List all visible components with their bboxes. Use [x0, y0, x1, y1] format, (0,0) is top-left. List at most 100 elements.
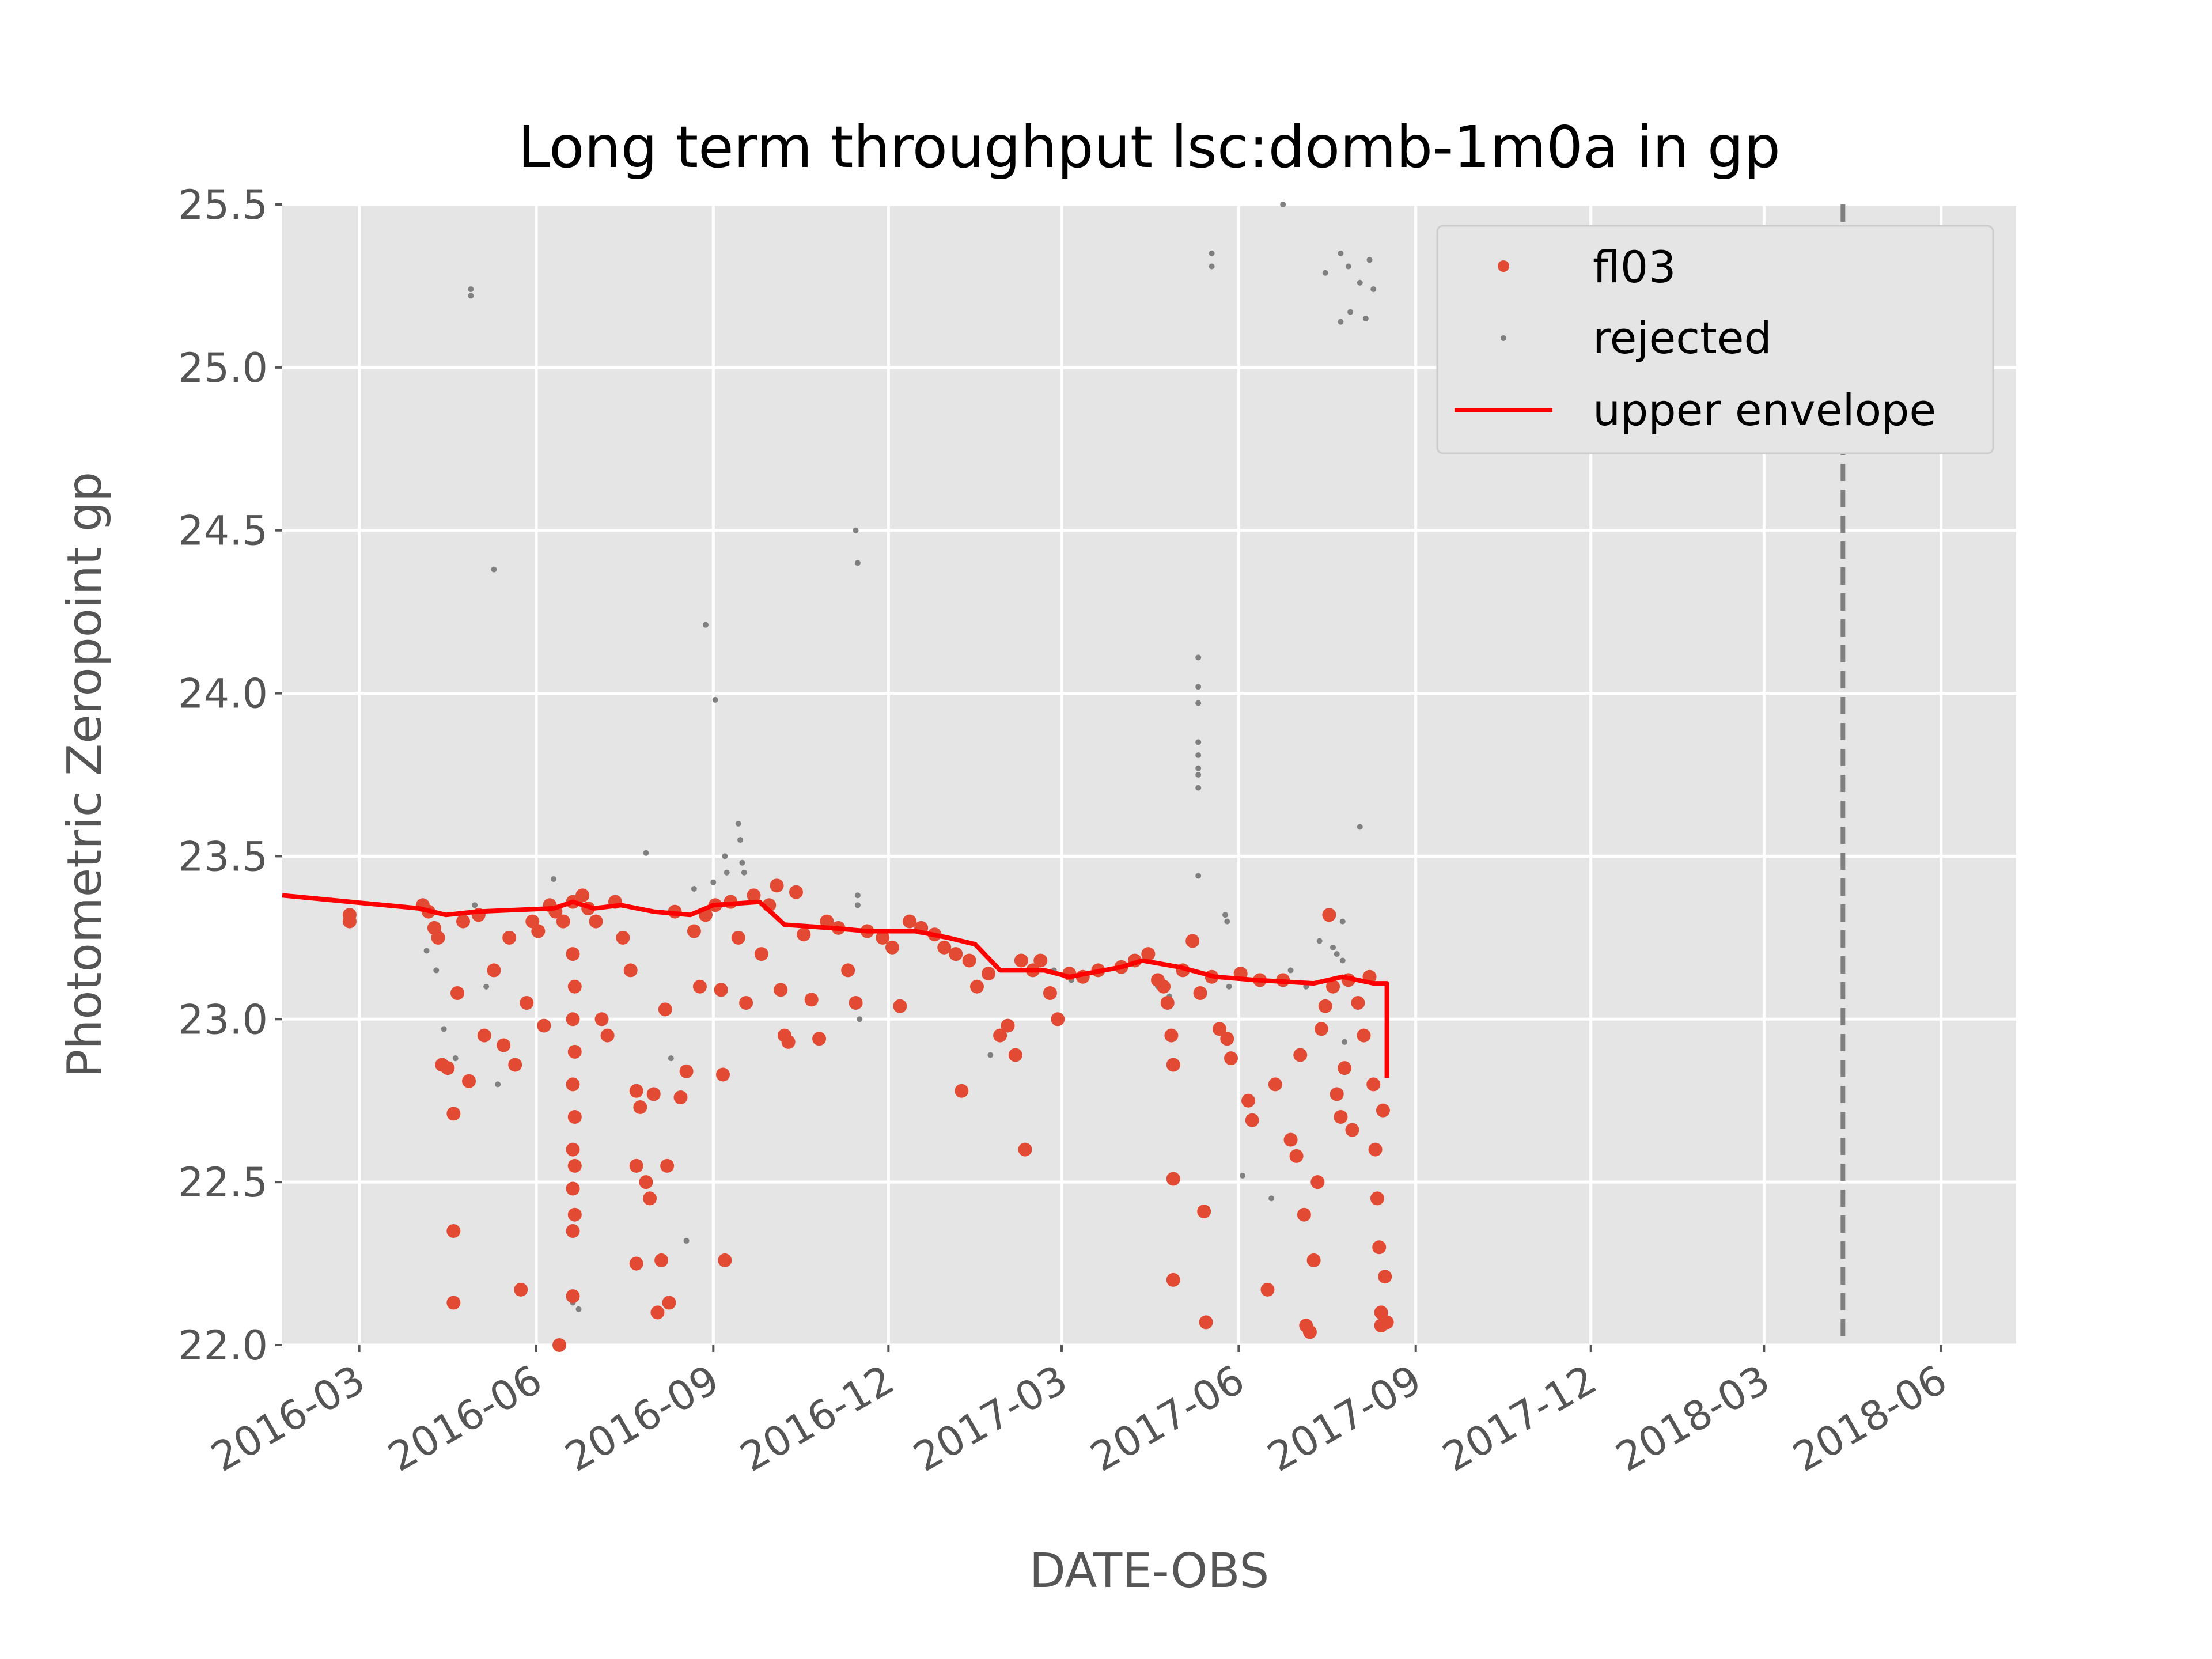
fl03-point — [1283, 1132, 1298, 1147]
rejected-point — [1195, 873, 1202, 879]
chart-title: Long term throughput lsc:domb-1m0a in gp — [518, 113, 1781, 181]
fl03-point — [446, 1107, 461, 1121]
fl03-point — [1241, 1093, 1256, 1108]
rejected-point — [722, 853, 728, 859]
rejected-point — [735, 820, 741, 827]
fl03-point — [1260, 1282, 1275, 1297]
fl03-point — [770, 878, 784, 893]
fl03-point — [1051, 1012, 1065, 1027]
rejected-point — [1370, 286, 1377, 293]
rejected-point — [1226, 983, 1232, 990]
rejected-point — [1195, 765, 1202, 771]
y-tick-label: 22.5 — [178, 1159, 268, 1206]
fl03-point — [566, 1181, 580, 1196]
fl03-point — [662, 1296, 676, 1310]
fl03-point — [1199, 1315, 1213, 1330]
upper-envelope — [282, 893, 1389, 1078]
rejected-point — [1345, 263, 1351, 270]
rejected-point — [441, 1026, 447, 1032]
fl03-point — [789, 885, 803, 899]
rejected-point — [1338, 250, 1344, 256]
legend-envelope-label: upper envelope — [1593, 384, 1936, 435]
rejected-point — [1209, 263, 1215, 270]
fl03-point — [841, 963, 855, 978]
fl03-point — [1326, 979, 1340, 994]
fl03-point — [487, 963, 501, 978]
legend: fl03 rejected upper envelope — [1436, 225, 1994, 454]
fl03-point — [1268, 1077, 1282, 1092]
rejected-point — [1280, 202, 1286, 207]
fl03-point — [903, 914, 917, 929]
rejected-point — [1366, 257, 1373, 263]
fl03-point — [812, 1032, 827, 1046]
fl03-point — [556, 914, 570, 929]
rejected-point — [691, 886, 697, 892]
y-tick-label: 23.0 — [178, 996, 268, 1043]
fl03-point — [993, 1028, 1007, 1043]
fl03-point — [537, 1018, 551, 1033]
fl03-point — [566, 947, 580, 961]
legend-fl03-label: fl03 — [1593, 241, 1676, 293]
rejected-point — [495, 1081, 501, 1088]
rejected-point — [1195, 684, 1202, 690]
rejected-point — [1268, 1195, 1275, 1202]
fl03-point — [687, 924, 701, 938]
fl03-point — [1314, 1022, 1328, 1036]
fl03-point — [1185, 934, 1200, 948]
fl03-point — [552, 1338, 567, 1352]
fl03-point — [797, 927, 811, 942]
fl03-point — [1212, 1022, 1226, 1036]
fl03-point — [1245, 1113, 1259, 1127]
fl03-point — [1338, 1061, 1352, 1075]
fl03-point — [633, 1100, 647, 1115]
fl03-point — [949, 947, 963, 961]
rejected-point — [472, 902, 478, 908]
rejected-point — [712, 696, 718, 703]
rejected-point — [1240, 1172, 1246, 1179]
rejected-point — [1195, 654, 1202, 661]
fl03-point — [1330, 1087, 1344, 1101]
rejected-point — [491, 566, 497, 573]
fl03-point — [1166, 1272, 1180, 1287]
fl03-point — [774, 983, 788, 997]
fl03-point — [970, 979, 984, 994]
rejected-point — [1330, 944, 1336, 950]
rejected-point — [575, 1306, 582, 1312]
rejected-point — [551, 876, 557, 882]
y-tick-label: 24.5 — [178, 507, 268, 555]
fl03-point — [639, 1175, 653, 1190]
fl03-point — [566, 1012, 580, 1027]
fl03-point — [531, 924, 546, 938]
fl03-point — [446, 1296, 461, 1310]
fl03-point — [1289, 1149, 1304, 1163]
rejected-point — [433, 967, 440, 974]
fl03-point — [714, 983, 728, 997]
rejected-point — [1195, 739, 1202, 745]
fl03-point — [1018, 1142, 1032, 1157]
rejected-point — [643, 850, 649, 856]
rejected-point — [854, 560, 861, 566]
fl03-point — [1001, 1018, 1015, 1033]
legend-fl03-marker — [1498, 260, 1509, 272]
legend-rejected-label: rejected — [1593, 312, 1772, 363]
fl03-point — [1197, 1205, 1211, 1219]
fl03-point — [1306, 1253, 1321, 1267]
fl03-point — [1033, 953, 1048, 968]
rejected-point — [683, 1237, 690, 1244]
fl03-point — [1372, 1240, 1387, 1255]
fl03-point — [1014, 953, 1028, 968]
rejected-point — [854, 902, 861, 908]
fl03-point — [982, 967, 996, 981]
rejected-point — [857, 1016, 863, 1022]
y-tick-label: 25.5 — [178, 181, 268, 229]
fl03-point — [441, 1061, 455, 1075]
rejected-point — [853, 527, 859, 533]
fl03-point — [450, 986, 465, 1001]
fl03-points — [342, 878, 1394, 1352]
fl03-point — [1008, 1048, 1022, 1062]
fl03-point — [629, 1084, 643, 1098]
fl03-point — [1366, 1077, 1381, 1092]
rejected-point — [1357, 824, 1363, 830]
rejected-point — [1338, 319, 1344, 325]
